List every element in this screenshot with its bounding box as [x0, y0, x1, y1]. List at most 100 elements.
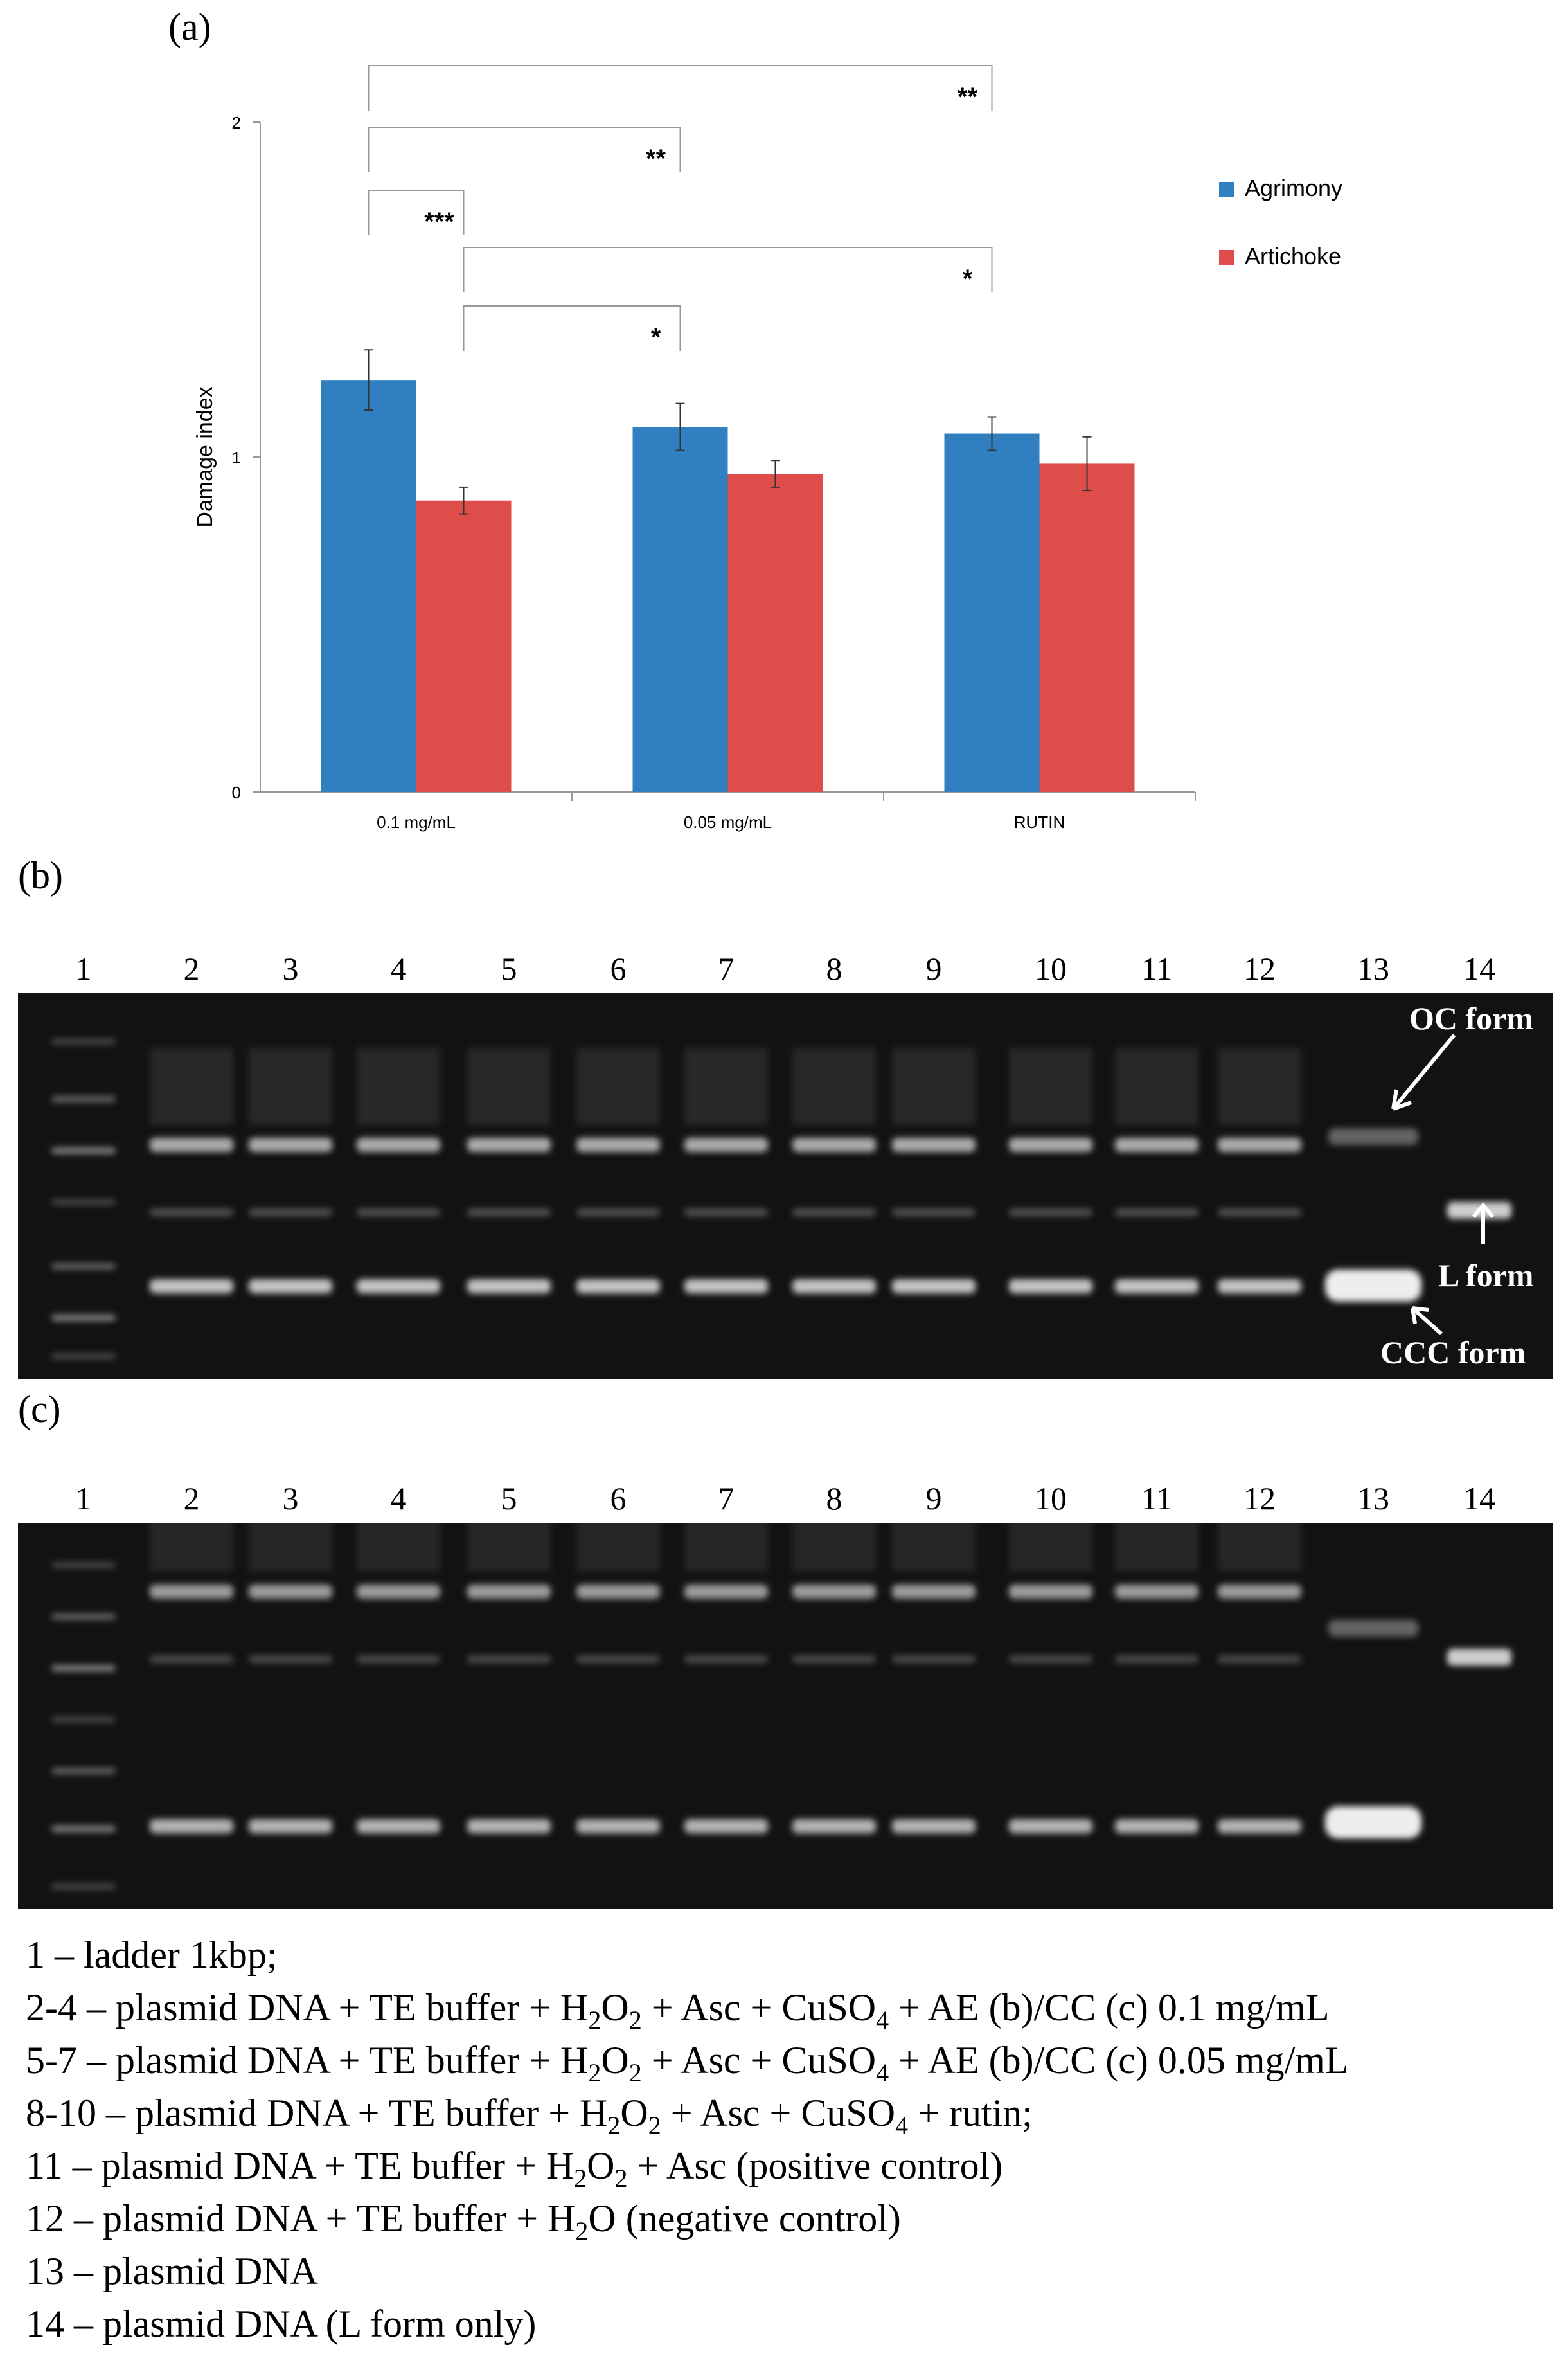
significance-label: ** [646, 145, 666, 173]
ccc-band [357, 1279, 440, 1293]
ccc-band [892, 1279, 976, 1293]
y-tick-label: 1 [232, 448, 241, 467]
x-tick-label: 0.05 mg/mL [684, 813, 772, 832]
oc-band [249, 1138, 332, 1152]
oc-band [892, 1585, 976, 1599]
legend-swatch-agrimony [1219, 182, 1234, 197]
gel-b-lane-number: 7 [718, 951, 735, 987]
oc-band [1115, 1585, 1198, 1599]
lane-smear [684, 1048, 768, 1125]
oc-form-label: OC form [1409, 1000, 1533, 1036]
ccc-band-lane13 [1325, 1806, 1421, 1838]
ccc-band [792, 1279, 876, 1293]
oc-band [467, 1585, 551, 1599]
significance-label: ** [958, 83, 978, 111]
l-band [892, 1208, 976, 1216]
oc-band [892, 1138, 976, 1152]
gel-b-lane-number: 1 [75, 951, 92, 987]
legend-line-3: 5-7 – plasmid DNA + TE buffer + H2O2 + A… [26, 2039, 1349, 2087]
gel-c-lane-number: 3 [282, 1480, 299, 1516]
oc-band [150, 1585, 233, 1599]
gel-b-lane-number: 3 [282, 951, 299, 987]
l-band [1115, 1208, 1198, 1216]
l-form-label: L form [1438, 1257, 1534, 1293]
l-band [684, 1655, 768, 1663]
legend-swatch-artichoke [1219, 250, 1234, 265]
gel-b-lane-number: 8 [826, 951, 842, 987]
l-band [1218, 1655, 1301, 1663]
lane-smear [1218, 1523, 1301, 1572]
lane-smear [1115, 1048, 1198, 1125]
bar-artichoke-0 [416, 500, 512, 792]
oc-band [467, 1138, 551, 1152]
gel-b-lane-number: 9 [925, 951, 942, 987]
panel-label-a: (a) [168, 6, 211, 48]
bar-artichoke-2 [1039, 463, 1135, 792]
lane-smear [1009, 1048, 1092, 1125]
oc-band [684, 1138, 768, 1152]
gel-c-lane-number: 14 [1463, 1480, 1495, 1516]
lane-smear [249, 1048, 332, 1125]
l-band [357, 1208, 440, 1216]
significance-bracket [463, 305, 681, 351]
oc-band [1218, 1138, 1301, 1152]
gel-bands [51, 1523, 1511, 1890]
oc-band [576, 1138, 660, 1152]
gel-b-lane-number: 2 [183, 951, 200, 987]
gel-c-lane-number: 5 [501, 1480, 517, 1516]
ccc-band [150, 1819, 233, 1833]
significance-label: * [963, 265, 973, 293]
x-tick-label: 0.1 mg/mL [377, 813, 456, 832]
gel-b-lane-number: 6 [610, 951, 627, 987]
l-band [1115, 1655, 1198, 1663]
gel-c-lane-number: 2 [183, 1480, 200, 1516]
bar-artichoke-1 [727, 474, 823, 792]
ladder-band [51, 1768, 116, 1774]
gel-c-lane-number: 13 [1357, 1480, 1389, 1516]
bar-agrimony-1 [632, 427, 728, 792]
legend-line-6: 12 – plasmid DNA + TE buffer + H2O (nega… [26, 2197, 901, 2245]
ccc-band [357, 1819, 440, 1833]
legend-label-artichoke: Artichoke [1245, 243, 1341, 269]
lane-smear [150, 1048, 233, 1125]
oc-band [249, 1585, 332, 1599]
l-band [576, 1208, 660, 1216]
l-band [150, 1208, 233, 1216]
lane-smear [467, 1048, 551, 1125]
ladder-band [51, 1199, 116, 1205]
ccc-band [684, 1279, 768, 1293]
lane-smear [1115, 1523, 1198, 1572]
gel-image-c [18, 1523, 1553, 1909]
ccc-band [1009, 1279, 1092, 1293]
l-band [467, 1655, 551, 1663]
oc-band [576, 1585, 660, 1599]
l-band [1009, 1208, 1092, 1216]
l-band [357, 1655, 440, 1663]
ccc-band [1218, 1819, 1301, 1833]
legend-line-2: 2-4 – plasmid DNA + TE buffer + H2O2 + A… [26, 1986, 1330, 2035]
ladder-band [51, 1562, 116, 1568]
l-arrow-head [1472, 1202, 1495, 1218]
ladder-band [51, 1096, 116, 1102]
significance-label: *** [424, 208, 454, 236]
bar-agrimony-0 [321, 380, 416, 792]
lane-smear [792, 1523, 876, 1572]
y-tick-label: 0 [232, 783, 241, 802]
legend-line-8: 14 – plasmid DNA (L form only) [26, 2303, 537, 2345]
ccc-band [467, 1279, 551, 1293]
ccc-band [792, 1819, 876, 1833]
significance-bracket [368, 127, 681, 172]
l-band [792, 1208, 876, 1216]
ladder-band [51, 1263, 116, 1270]
gel-c-lane-number: 11 [1141, 1480, 1173, 1516]
ccc-band [249, 1819, 332, 1833]
ccc-band [576, 1279, 660, 1293]
oc-band [1009, 1138, 1092, 1152]
ccc-band-lane13 [1325, 1270, 1421, 1302]
ccc-arrow-head [1411, 1306, 1429, 1324]
lane-smear [357, 1523, 440, 1572]
legend-line-1: 1 – ladder 1kbp; [26, 1934, 278, 1976]
oc-band [150, 1138, 233, 1152]
lane-smear [892, 1048, 976, 1125]
l-band [150, 1655, 233, 1663]
